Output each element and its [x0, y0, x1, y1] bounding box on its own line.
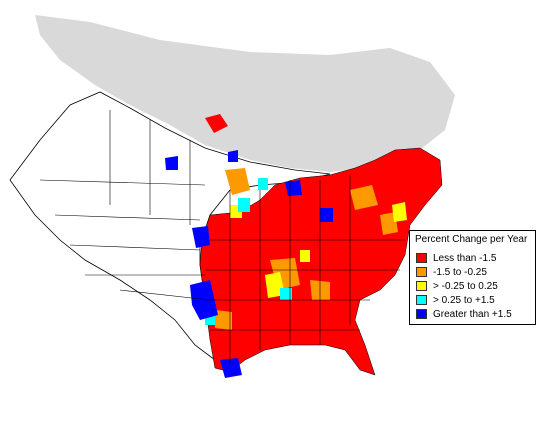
boundaries	[39, 110, 405, 365]
blue-patch	[192, 226, 210, 248]
orange-patch	[350, 185, 378, 210]
blue-patch	[320, 208, 333, 222]
blue-patch	[285, 180, 302, 196]
legend-item: > 0.25 to +1.5	[416, 294, 495, 306]
blue-patch	[220, 358, 242, 378]
legend-item: Greater than +1.5	[416, 308, 512, 320]
orange-patch	[215, 310, 232, 330]
yellow-patch	[300, 250, 310, 262]
legend-label: > 0.25 to +1.5	[433, 294, 495, 306]
blue-patch	[165, 156, 178, 170]
legend-swatch-red	[416, 253, 427, 263]
northern-gray-region	[35, 15, 455, 172]
legend-label: Greater than +1.5	[433, 308, 512, 320]
legend: Percent Change per Year Less than -1.5 -…	[409, 230, 536, 325]
legend-swatch-cyan	[416, 295, 427, 305]
orange-patch	[225, 168, 250, 195]
red-patch-north	[205, 114, 228, 133]
blue-patch	[228, 150, 238, 162]
legend-label: > -0.25 to 0.25	[433, 280, 498, 292]
legend-item: -1.5 to -0.25	[416, 266, 487, 278]
legend-swatch-yellow	[416, 281, 427, 291]
legend-swatch-orange	[416, 267, 427, 277]
legend-item: > -0.25 to 0.25	[416, 280, 498, 292]
legend-title: Percent Change per Year	[415, 234, 528, 245]
legend-label: Less than -1.5	[433, 252, 497, 264]
legend-item: Less than -1.5	[416, 252, 496, 264]
yellow-patch	[392, 202, 407, 222]
eastern-data-region	[199, 147, 443, 376]
cyan-patch	[258, 178, 268, 190]
legend-label: -1.5 to -0.25	[433, 266, 487, 278]
blue-patch	[190, 280, 218, 320]
legend-swatch-blue	[416, 309, 427, 319]
cyan-patch	[280, 288, 292, 300]
cyan-patch	[238, 198, 250, 212]
